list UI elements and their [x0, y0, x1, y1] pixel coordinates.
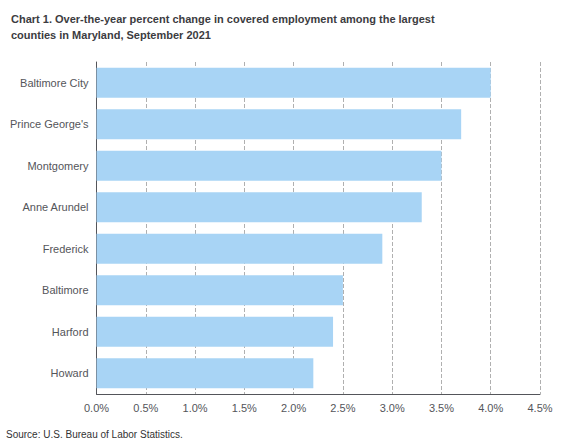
- svg-text:Anne Arundel: Anne Arundel: [22, 201, 88, 213]
- svg-text:Prince George's: Prince George's: [10, 118, 89, 130]
- svg-text:3.0%: 3.0%: [380, 402, 405, 414]
- svg-text:0.5%: 0.5%: [133, 402, 158, 414]
- svg-text:4.5%: 4.5%: [527, 402, 552, 414]
- svg-text:3.5%: 3.5%: [429, 402, 454, 414]
- svg-text:Howard: Howard: [51, 367, 89, 379]
- svg-text:1.0%: 1.0%: [183, 402, 208, 414]
- svg-text:1.5%: 1.5%: [232, 402, 257, 414]
- svg-text:2.0%: 2.0%: [281, 402, 306, 414]
- svg-text:Frederick: Frederick: [43, 243, 89, 255]
- svg-text:4.0%: 4.0%: [478, 402, 503, 414]
- svg-text:0.0%: 0.0%: [84, 402, 109, 414]
- svg-text:Chart 1. Over-the-year percent: Chart 1. Over-the-year percent change in…: [11, 13, 435, 25]
- svg-text:Source: U.S. Bureau of Labor S: Source: U.S. Bureau of Labor Statistics.: [6, 429, 183, 440]
- svg-text:counties in Maryland, Septembe: counties in Maryland, September 2021: [11, 29, 211, 41]
- svg-text:Baltimore: Baltimore: [42, 284, 88, 296]
- svg-text:2.5%: 2.5%: [330, 402, 355, 414]
- svg-text:Montgomery: Montgomery: [27, 160, 89, 172]
- svg-text:Harford: Harford: [52, 326, 89, 338]
- svg-text:Baltimore City: Baltimore City: [20, 77, 89, 89]
